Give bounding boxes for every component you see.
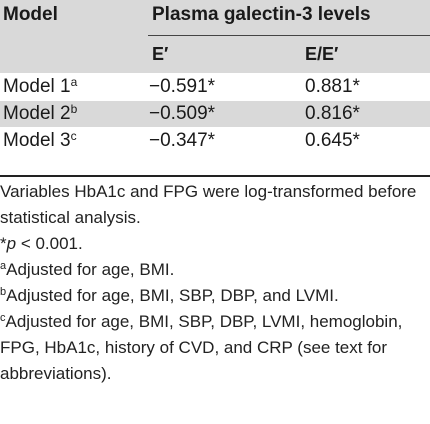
model-name: Model 1a — [3, 75, 78, 97]
results-table: Model Plasma galectin-3 levels E′ E/E′ M… — [0, 0, 430, 154]
e-over-e-prime-value: 0.645* — [305, 130, 360, 151]
table-row-model-2: Model 2b −0.509* 0.816* — [0, 100, 430, 127]
footnote-marker: c — [70, 129, 77, 143]
footnote-b: bAdjusted for age, BMI, SBP, DBP, and LV… — [0, 286, 339, 305]
table-header-row: Model Plasma galectin-3 levels — [0, 0, 430, 36]
header-plasma-galectin-3: Plasma galectin-3 levels — [152, 4, 371, 25]
table-bottom-rule — [0, 175, 430, 177]
footnote-variables: Variables HbA1c and FPG were log-transfo… — [0, 182, 417, 227]
footnote-marker: b — [70, 102, 78, 116]
header-e-prime: E′ — [152, 44, 169, 64]
footnote-p-value: *p < 0.001. — [0, 234, 83, 253]
model-name: Model 2b — [3, 102, 78, 124]
e-prime-value: −0.509* — [149, 103, 216, 124]
e-prime-value: −0.591* — [149, 76, 216, 97]
footnote-marker: a — [70, 75, 78, 89]
header-group-rule — [148, 35, 430, 36]
footnote-c: cAdjusted for age, BMI, SBP, DBP, LVMI, … — [0, 312, 403, 383]
table-subheader-row: E′ E/E′ — [0, 36, 430, 73]
e-over-e-prime-value: 0.816* — [305, 103, 360, 124]
e-prime-value: −0.347* — [149, 130, 216, 151]
footnote-a: aAdjusted for age, BMI. — [0, 260, 175, 279]
table-row-model-3: Model 3c −0.347* 0.645* — [0, 127, 430, 154]
model-name: Model 3c — [3, 129, 77, 151]
table-row-model-1: Model 1a −0.591* 0.881* — [0, 73, 430, 100]
header-model: Model — [3, 4, 58, 25]
e-over-e-prime-value: 0.881* — [305, 76, 360, 97]
table-footnotes: Variables HbA1c and FPG were log-transfo… — [0, 179, 430, 387]
header-e-over-e-prime: E/E′ — [305, 44, 339, 64]
